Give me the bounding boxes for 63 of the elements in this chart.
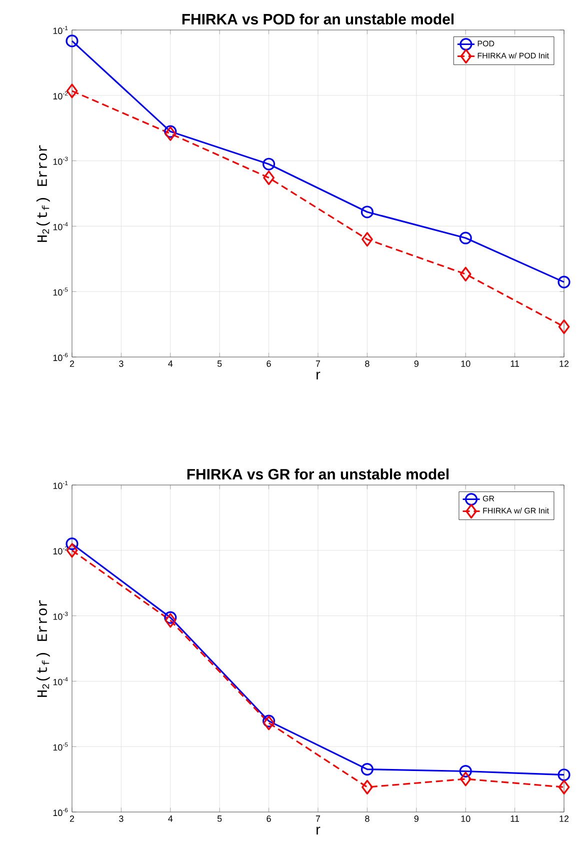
- point: [66, 84, 78, 98]
- x-tick-label: 8: [365, 360, 370, 367]
- x-tick-label: 12: [560, 360, 569, 367]
- x-tick-label: 8: [365, 816, 370, 822]
- point: [66, 34, 78, 48]
- point: [558, 780, 570, 794]
- point: [263, 716, 274, 730]
- point: [262, 158, 276, 170]
- x-tick-label: 3: [119, 816, 124, 822]
- x-tick-label: 5: [217, 360, 222, 367]
- point: [460, 266, 472, 282]
- x-axis-title: r: [316, 826, 320, 834]
- y-tick-label: 10$^{-1}$: [53, 26, 68, 34]
- point: [164, 613, 176, 628]
- y-tick-label: 10$^{-2}$: [53, 91, 68, 100]
- point: [460, 772, 472, 786]
- point: [362, 780, 373, 794]
- x-tick-label: 12: [560, 816, 569, 822]
- point: [360, 763, 374, 776]
- point: [66, 538, 78, 550]
- chart-title: FHIRKA vs GR for an unstable model: [187, 468, 449, 480]
- x-tick-label: 9: [414, 360, 418, 367]
- point: [66, 543, 78, 558]
- x-axis-title: r: [316, 372, 320, 380]
- y-tick-label: 10$^{-4}$: [53, 677, 68, 686]
- x-tick-label: 4: [168, 816, 173, 822]
- x-tick-label: 9: [414, 816, 418, 822]
- y-tick-label: 10$^{-3}$: [53, 612, 68, 620]
- point: [459, 232, 472, 244]
- x-tick-label: 6: [266, 360, 271, 367]
- y-axis-title: H$_{2}$(t$_{f}$) Error: [36, 145, 50, 242]
- x-tick-label: 10: [461, 816, 470, 822]
- x-tick-label: 3: [119, 360, 124, 367]
- y-tick-label: 10$^{-6}$: [53, 352, 68, 362]
- y-tick-label: 10$^{-3}$: [53, 156, 68, 165]
- x-tick-label: 7: [316, 360, 320, 367]
- y-tick-label: 10$^{-5}$: [53, 742, 68, 751]
- point: [558, 768, 570, 782]
- x-tick-label: 11: [510, 816, 520, 822]
- point: [360, 206, 374, 218]
- y-tick-label: 10$^{-6}$: [53, 808, 68, 816]
- chart-title: FHIRKA vs POD for an unstable model: [182, 14, 454, 24]
- x-tick-label: 4: [168, 360, 173, 367]
- point: [164, 126, 176, 141]
- point: [164, 611, 177, 624]
- point: [262, 714, 276, 728]
- x-tick-label: 10: [461, 360, 470, 367]
- point: [164, 125, 177, 138]
- x-tick-label: 2: [70, 816, 74, 822]
- y-tick-label: 10$^{-5}$: [53, 288, 68, 296]
- y-axis-title: H$_{2}$(t$_{f}$) Error: [36, 600, 50, 697]
- point: [558, 276, 570, 288]
- point: [362, 232, 373, 247]
- x-tick-label: 7: [316, 816, 320, 822]
- point: [459, 764, 472, 778]
- x-tick-label: 6: [266, 816, 271, 822]
- x-tick-label: 11: [510, 360, 520, 367]
- point: [263, 170, 274, 186]
- x-tick-label: 2: [70, 360, 74, 367]
- y-tick-label: 10$^{-1}$: [53, 481, 68, 490]
- y-tick-label: 10$^{-4}$: [53, 222, 68, 230]
- point: [558, 319, 570, 334]
- x-tick-label: 5: [217, 816, 222, 822]
